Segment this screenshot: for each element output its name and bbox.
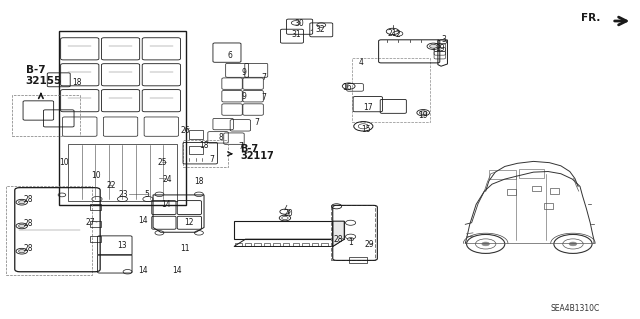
Text: 19: 19 [419, 111, 428, 120]
Text: 11: 11 [180, 244, 189, 253]
Bar [68, 144, 177, 201]
Text: 29: 29 [365, 240, 374, 249]
Circle shape [19, 250, 25, 253]
Text: 7: 7 [254, 118, 259, 127]
Text: 12: 12 [184, 218, 194, 226]
Circle shape [348, 238, 354, 241]
Text: 10: 10 [91, 171, 100, 180]
Text: 7: 7 [239, 142, 243, 151]
Text: 14: 14 [138, 216, 148, 225]
Text: 2: 2 [396, 30, 400, 39]
Bar [292, 243, 299, 247]
Text: 3: 3 [442, 35, 447, 44]
Text: 31: 31 [291, 30, 301, 39]
Bar [353, 58, 430, 122]
Circle shape [19, 224, 25, 227]
Text: FR.: FR. [581, 13, 600, 23]
Text: 18: 18 [199, 141, 209, 150]
Text: 25: 25 [157, 158, 167, 167]
Text: 17: 17 [363, 103, 372, 112]
Text: 28: 28 [24, 195, 33, 204]
Bar [519, 169, 544, 178]
Bar [183, 140, 228, 167]
Polygon shape [333, 221, 344, 247]
Bar [90, 204, 101, 210]
Bar [90, 221, 101, 227]
Text: 1: 1 [348, 238, 353, 247]
Bar [189, 145, 203, 154]
Text: 7: 7 [262, 93, 266, 102]
Text: 14: 14 [161, 200, 171, 209]
Text: 20: 20 [284, 209, 293, 218]
Text: 18: 18 [72, 78, 81, 86]
Text: 15: 15 [361, 125, 371, 134]
Text: 14: 14 [172, 266, 181, 275]
Circle shape [19, 201, 25, 204]
Bar [302, 243, 308, 247]
Text: 16: 16 [342, 83, 351, 92]
Circle shape [482, 242, 490, 246]
Bar [321, 243, 328, 247]
Text: 8: 8 [219, 133, 223, 142]
Bar [550, 188, 559, 194]
Circle shape [429, 44, 437, 48]
Bar [349, 257, 367, 263]
Bar [312, 243, 318, 247]
Circle shape [419, 111, 427, 115]
Bar [189, 130, 203, 139]
Text: 5: 5 [144, 190, 149, 199]
Bar [489, 170, 516, 179]
Text: 24: 24 [163, 174, 172, 184]
Bar [507, 189, 516, 195]
Text: 32155: 32155 [26, 76, 62, 86]
Text: 18: 18 [194, 176, 204, 186]
Circle shape [569, 242, 577, 246]
Text: 19: 19 [435, 44, 445, 53]
Text: 28: 28 [333, 235, 342, 244]
Bar [254, 243, 260, 247]
Bar [264, 243, 270, 247]
Text: 21: 21 [388, 28, 397, 38]
Bar [543, 204, 552, 209]
Bar [273, 243, 280, 247]
Text: 6: 6 [227, 51, 232, 60]
Bar [59, 32, 186, 205]
Text: 30: 30 [295, 19, 305, 28]
Text: 4: 4 [358, 58, 364, 67]
Bar [245, 243, 251, 247]
Bar [283, 243, 289, 247]
Text: 27: 27 [86, 218, 95, 226]
Text: B-7: B-7 [26, 65, 45, 75]
Text: 13: 13 [118, 241, 127, 250]
Text: 28: 28 [24, 219, 33, 228]
Bar [12, 95, 81, 136]
Bar [532, 186, 541, 191]
Text: 10: 10 [59, 158, 68, 167]
Text: 7: 7 [262, 73, 266, 82]
Text: 14: 14 [138, 266, 148, 275]
Text: B-7: B-7 [241, 145, 259, 154]
Text: SEA4B1310C: SEA4B1310C [550, 304, 600, 313]
Text: 26: 26 [180, 126, 189, 135]
Text: 23: 23 [119, 190, 129, 199]
Text: 9: 9 [241, 92, 246, 101]
Text: 32: 32 [315, 25, 325, 34]
Bar [332, 204, 375, 260]
Text: 28: 28 [24, 244, 33, 253]
Text: 9: 9 [241, 68, 246, 77]
Bar [6, 186, 92, 275]
Bar [90, 236, 101, 242]
Text: 32117: 32117 [241, 151, 274, 161]
Text: 22: 22 [106, 181, 116, 190]
Bar [236, 243, 242, 247]
Text: 7: 7 [209, 155, 214, 164]
